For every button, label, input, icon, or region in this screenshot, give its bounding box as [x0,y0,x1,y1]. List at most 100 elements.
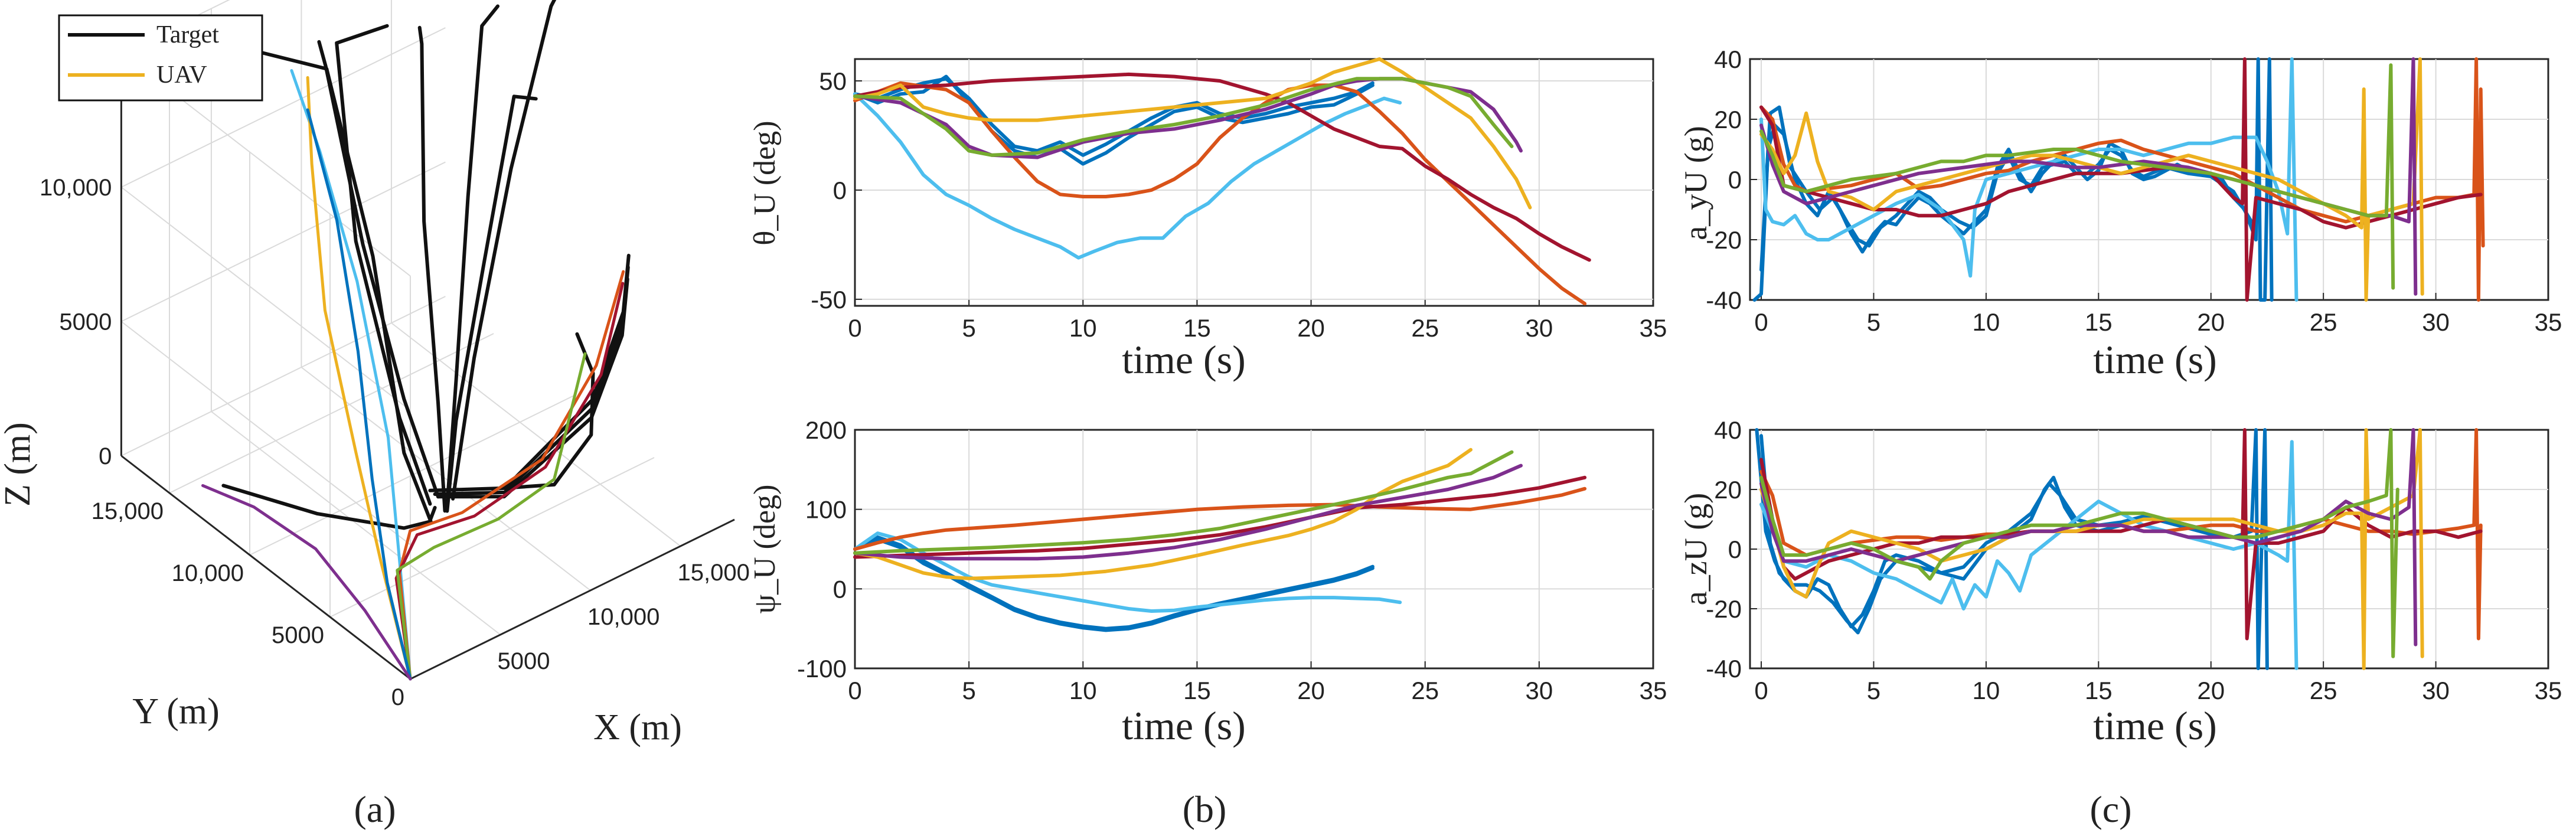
x-tick-label: 30 [1525,677,1553,704]
x-tick-label: 30 [2422,308,2450,336]
x-tick-label: 0 [848,677,861,704]
y-tick-label: -50 [811,286,847,314]
uav-trajectory [201,484,412,681]
panel-a-caption: (a) [354,788,396,830]
x-tick-label: 10 [1973,308,2000,336]
target-trajectory [490,332,595,491]
x-tick-label: 25 [1411,314,1439,342]
x-tick-label: 20 [1297,677,1325,704]
b-top-axes-box [854,58,1654,307]
c-top-y-axis-label: a_yU (g) [1678,126,1713,240]
x-tick-label: 5 [1867,677,1880,704]
c-bottom-series [1755,428,2483,670]
x-tick-label: 0 [1754,677,1768,704]
x-tick-label: 25 [1411,677,1439,704]
x-tick-label: 35 [2535,308,2562,336]
x-tick-label: 0 [1754,308,1768,336]
y-tick-label: 100 [805,496,847,524]
series-line [853,77,1523,159]
x-tick-label: 10 [1973,677,2000,704]
y-tick-label: 40 [1714,45,1742,73]
x-tick-label: 30 [2422,677,2450,704]
x-tick-label: 5 [962,677,975,704]
b-top-y-axis-label: θ_U (deg) [748,120,782,245]
z-tick-label: 10,000 [40,175,112,201]
x-tick-label: 20 [1297,314,1325,342]
y-tick-label: -40 [1706,286,1742,314]
target-trajectory [335,24,432,506]
uav-trajectory [306,108,412,681]
b-bottom-series [853,448,1587,632]
y-tick-label: 40 [1714,416,1742,444]
series-line [853,450,1514,555]
x-tick-label: 15 [2085,308,2113,336]
y-axis-line [120,455,411,680]
b-top-series [853,57,1591,306]
target-trajectory [317,40,440,499]
y-tick-label: 0 [391,684,404,710]
x-tick-label: 5 [962,314,975,342]
series-line [1759,428,2418,647]
target-trajectory [221,484,437,530]
series-line [853,487,1587,551]
z-tick-label: 5000 [59,309,112,335]
series-line [853,92,1402,260]
y-tick-label: -20 [1706,595,1742,623]
y-tick-label: 0 [833,575,847,603]
target-trajectory [436,277,629,499]
c-top-series [1752,57,2485,302]
target-trajectory [445,4,499,508]
floor-grid-line [169,333,494,494]
series-line [1759,57,2424,302]
panel-c-az-plot: 0 5 10 15 20 25 30 35 -40 -20 0 20 40 time (s) a_zU … [1678,416,2562,830]
series-line [1759,57,2299,302]
x-tick-label: 15 [1183,677,1211,704]
y-tick-label: 0 [1728,166,1742,194]
x-tick-label: 25 [2310,677,2337,704]
b-top-x-axis-label: time (s) [1122,337,1246,382]
series-line [1759,63,2395,290]
x-tick-label: 15 [2085,677,2113,704]
panel-a-3d-trajectory-plot: 5000 10,000 15,000 0 5000 10,000 15,000 0 5000 10… [0,0,750,830]
c-bottom-tick-labels: 0 5 10 15 20 25 30 35 -40 -20 0 20 40 [1706,416,2562,704]
x-tick-label: 10,000 [587,604,659,630]
series-line [853,57,1532,210]
x-tick-label: 20 [2197,677,2225,704]
series-line [853,537,1374,632]
b-bottom-x-axis-label: time (s) [1122,703,1246,748]
target-trajectory [451,0,557,501]
x-tick-label: 5000 [498,648,550,674]
z-tick-label: 0 [99,443,112,469]
y-tick-label: 200 [805,416,847,444]
x-tick-label: 5 [1867,308,1880,336]
panel-b-caption: (b) [1183,788,1227,830]
c-bottom-x-axis-label: time (s) [2093,703,2217,748]
y-tick-label: 0 [1728,536,1742,563]
panel-c-caption: (c) [2089,788,2131,830]
series-line [853,531,1402,613]
target-trajectory [417,25,447,513]
x-tick-label: 0 [848,314,861,342]
panel-a-x-axis-label: X (m) [593,707,682,747]
x-tick-label: 30 [1525,314,1553,342]
legend-box [58,14,263,102]
y-tick-label: 20 [1714,476,1742,504]
y-tick-label: -100 [797,655,847,683]
b-bottom-y-axis-label: ψ_U (deg) [748,485,782,614]
panel-a-z-axis-label: Z (m) [0,422,38,507]
x-tick-label: 35 [1640,314,1667,342]
x-tick-label: 10 [1069,677,1097,704]
series-line [1759,57,2485,302]
target-trajectory [445,94,538,513]
legend-uav-label: UAV [156,61,207,89]
panel-a-legend: Target UAV [58,14,263,102]
legend-target-label: Target [156,21,219,48]
c-bottom-y-axis-label: a_zU (g) [1678,493,1713,605]
x-tick-label: 15,000 [678,560,750,586]
